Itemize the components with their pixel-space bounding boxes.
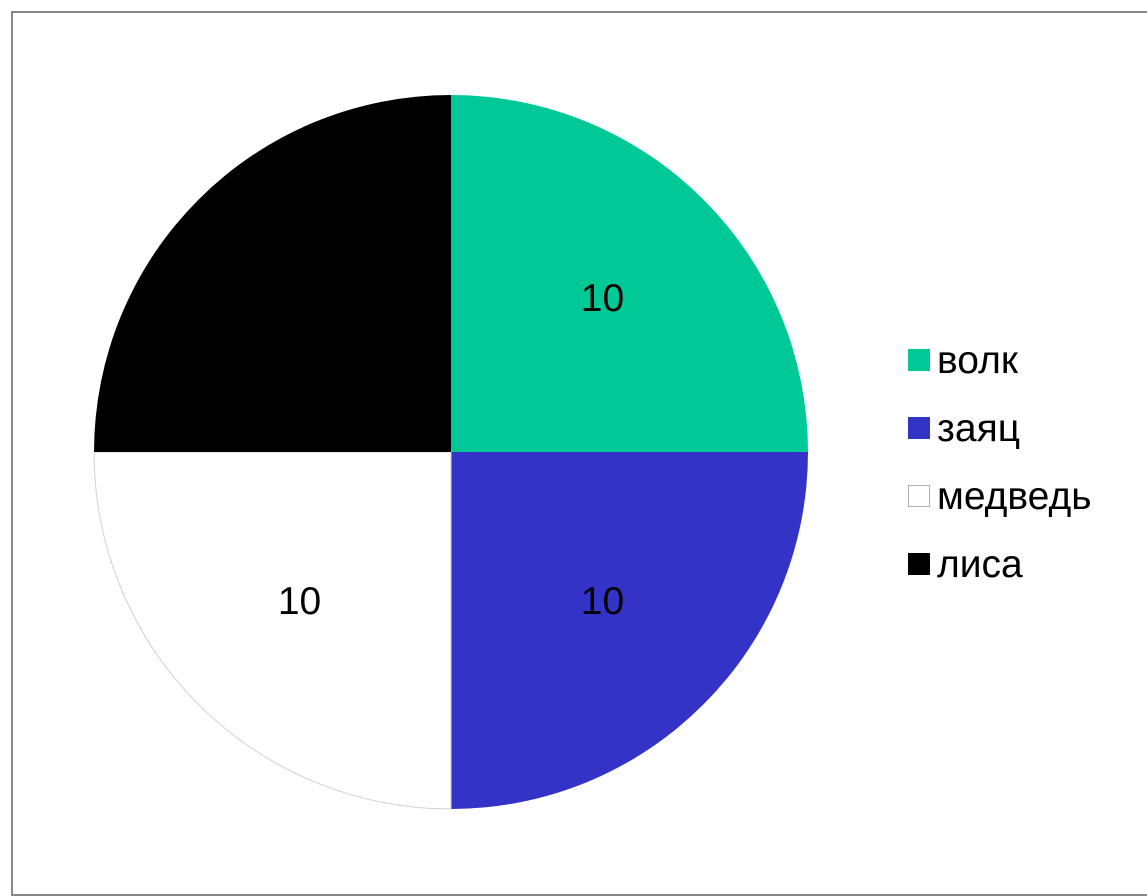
- legend-label-zayats: заяц: [937, 406, 1021, 450]
- pie-slice-medved: [93, 451, 452, 810]
- legend: волк заяц медведь лиса: [908, 326, 1092, 598]
- legend-swatch-zayats: [908, 417, 930, 439]
- legend-label-lisa: лиса: [937, 542, 1023, 586]
- pie-slice-zayats: [451, 452, 808, 809]
- legend-swatch-lisa: [908, 553, 930, 575]
- legend-swatch-medved: [908, 485, 930, 507]
- data-label-volk: 10: [581, 277, 624, 320]
- data-label-medved: 10: [278, 580, 321, 623]
- pie-slice-volk: [451, 95, 808, 452]
- legend-item-lisa: лиса: [908, 530, 1092, 598]
- legend-label-volk: волк: [937, 338, 1018, 382]
- legend-item-volk: волк: [908, 326, 1092, 394]
- data-label-zayats: 10: [581, 580, 624, 623]
- legend-label-medved: медведь: [937, 474, 1092, 518]
- legend-item-medved: медведь: [908, 462, 1092, 530]
- pie-slice-lisa: [94, 95, 451, 452]
- legend-swatch-volk: [908, 349, 930, 371]
- legend-item-zayats: заяц: [908, 394, 1092, 462]
